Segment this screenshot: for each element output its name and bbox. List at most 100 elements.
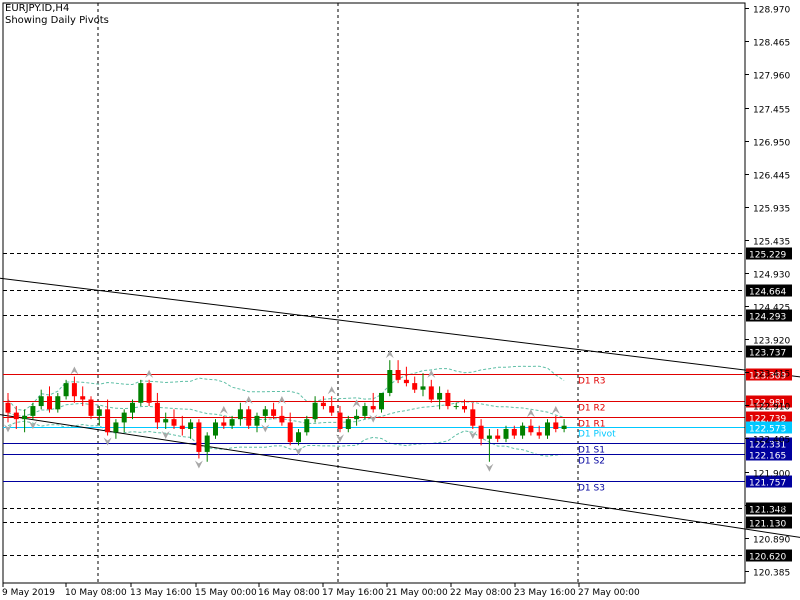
candle-body bbox=[412, 383, 418, 390]
candle-body bbox=[486, 435, 492, 439]
candle-body bbox=[88, 399, 94, 416]
bollinger-bands bbox=[7, 365, 565, 457]
pivot-price-box bbox=[746, 448, 792, 461]
pivot-price-box bbox=[746, 437, 792, 450]
candle-body bbox=[47, 396, 52, 410]
price-axis: 125.229 124.664 124.293 123.737 121.348 121.1… bbox=[744, 3, 792, 583]
candle-body bbox=[171, 419, 177, 426]
price-tick-label: 125.435 bbox=[753, 238, 790, 248]
time-tick-label: 17 May 16:00 bbox=[322, 588, 384, 598]
candle-body bbox=[163, 419, 169, 423]
candle-body bbox=[5, 402, 11, 413]
candle-body bbox=[196, 422, 202, 452]
level-price-box bbox=[746, 516, 792, 529]
symbol-label: EURJPY.ID,H4 bbox=[5, 3, 70, 14]
price-tick-label: 126.950 bbox=[753, 139, 790, 149]
fractal-markers bbox=[4, 350, 560, 472]
time-tick-label: 27 May 00:00 bbox=[578, 588, 640, 598]
candle-body bbox=[55, 396, 61, 410]
pivot-price-label: 122.573 bbox=[749, 425, 786, 435]
level-price-label: 120.620 bbox=[749, 553, 786, 563]
trendline bbox=[0, 414, 800, 538]
candle-body bbox=[545, 422, 550, 436]
candle-body bbox=[154, 402, 160, 423]
candle-body bbox=[105, 409, 111, 433]
candle-body bbox=[503, 428, 509, 439]
candle-body bbox=[130, 402, 135, 413]
price-tick-label: 127.960 bbox=[753, 72, 790, 82]
price-tick-label: 127.455 bbox=[753, 106, 790, 116]
level-price-label: 124.664 bbox=[749, 288, 786, 298]
candle-body bbox=[561, 425, 567, 429]
pivot-price-box bbox=[746, 395, 792, 408]
candle-body bbox=[437, 392, 443, 400]
candle-body bbox=[453, 406, 459, 408]
candle-body bbox=[246, 409, 252, 426]
candle-body bbox=[113, 422, 119, 433]
time-tick-label: 23 May 16:00 bbox=[514, 588, 576, 598]
fractal-down-marker bbox=[4, 424, 12, 433]
level-price-box bbox=[746, 247, 792, 260]
candle-body bbox=[462, 406, 467, 410]
pivot-price-label: 122.165 bbox=[749, 452, 786, 462]
fractal-up-marker bbox=[219, 405, 228, 414]
level-price-box bbox=[746, 284, 792, 297]
pivot-line-label: D1 Pivot bbox=[578, 430, 616, 440]
trendlines[interactable] bbox=[0, 277, 800, 574]
level-price-label: 121.130 bbox=[749, 520, 786, 530]
time-tick-label: 16 May 08:00 bbox=[258, 588, 320, 598]
candle-body bbox=[80, 396, 86, 400]
candle-body bbox=[470, 409, 476, 426]
level-price-label: 124.293 bbox=[749, 313, 786, 323]
pivot-price-label: 123.389 bbox=[749, 372, 786, 382]
chart-subtitle: Showing Daily Pivots bbox=[5, 15, 109, 26]
candle-body bbox=[345, 419, 351, 429]
fractal-up-marker bbox=[244, 396, 253, 405]
candle-body bbox=[38, 396, 44, 407]
candle-body bbox=[271, 409, 277, 416]
candle-body bbox=[379, 392, 384, 410]
candle-body bbox=[553, 422, 559, 429]
pivot-price-box bbox=[746, 421, 792, 434]
fractal-down-marker bbox=[336, 434, 344, 443]
time-tick-label: 10 May 08:00 bbox=[65, 588, 127, 598]
candle-body bbox=[354, 415, 360, 420]
price-tick-label: 125.935 bbox=[753, 205, 790, 215]
price-tick-label: 123.415 bbox=[753, 370, 790, 380]
band-lower bbox=[7, 420, 565, 457]
pivot-line-label: D1 R2 bbox=[578, 404, 606, 414]
price-tick-label: 122.405 bbox=[753, 436, 790, 446]
time-tick-label: 13 May 16:00 bbox=[130, 588, 192, 598]
level-price-box bbox=[746, 345, 792, 358]
candle-body bbox=[179, 425, 185, 429]
fractal-down-marker bbox=[468, 430, 477, 439]
pivot-line-label: D1 S2 bbox=[578, 457, 605, 467]
fractal-up-marker bbox=[352, 399, 361, 408]
candle-body bbox=[445, 392, 451, 407]
pivot-line-label: D1 R1 bbox=[578, 420, 606, 430]
time-axis: 9 May 2019 10 May 08:00 13 May 16:00 15 May… bbox=[2, 583, 640, 598]
fractal-down-marker bbox=[194, 460, 203, 469]
pivot-price-label: 121.757 bbox=[749, 479, 786, 489]
price-tick-label: 126.445 bbox=[753, 172, 790, 182]
time-tick-label: 9 May 2019 bbox=[2, 588, 55, 598]
candle-body bbox=[420, 386, 426, 390]
pivot-line-label: D1 S1 bbox=[578, 446, 605, 456]
fractal-down-marker bbox=[485, 463, 494, 472]
candle-body bbox=[312, 402, 318, 420]
pivot-price-label: 122.981 bbox=[749, 399, 786, 409]
candle-body bbox=[22, 415, 28, 420]
candle-body bbox=[296, 432, 301, 443]
candle-body bbox=[337, 412, 343, 429]
candle-body bbox=[536, 432, 542, 436]
candle-body bbox=[213, 422, 218, 436]
pivot-price-box bbox=[746, 475, 792, 488]
candle-body bbox=[528, 425, 534, 433]
price-tick-label: 120.890 bbox=[753, 536, 790, 546]
time-tick-label: 15 May 00:00 bbox=[195, 588, 257, 598]
level-price-label: 125.229 bbox=[749, 251, 786, 261]
candle-body bbox=[279, 415, 285, 423]
candle-body bbox=[387, 370, 393, 393]
fractal-up-marker bbox=[145, 369, 154, 378]
